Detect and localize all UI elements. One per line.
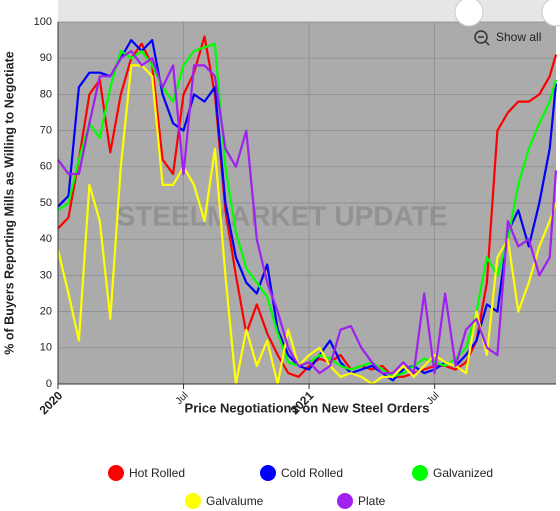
legend-swatch	[108, 465, 124, 481]
y-tick-label: 100	[34, 16, 52, 28]
legend-label: Cold Rolled	[281, 466, 343, 480]
legend-swatch	[337, 493, 353, 509]
series-line	[57, 49, 558, 375]
y-tick-label: 10	[40, 342, 52, 354]
legend-swatch	[412, 465, 428, 481]
legend-label: Galvalume	[206, 494, 264, 508]
zoom-icon	[474, 30, 488, 44]
y-tick-label: 70	[40, 125, 52, 137]
y-tick-label: 40	[40, 233, 52, 245]
y-tick-label: 50	[40, 197, 52, 209]
watermark: STEELMARKET UPDATE	[117, 200, 448, 231]
lines	[56, 35, 558, 386]
y-axis-title: % of Buyers Reporting Mills as Willing t…	[2, 51, 16, 354]
zoom-button-label: Show all	[496, 30, 541, 44]
x-tick-label: 2020	[37, 388, 66, 417]
legend-label: Hot Rolled	[129, 466, 185, 480]
navigator-band	[58, 0, 556, 22]
range-handle[interactable]	[454, 0, 484, 27]
legend-swatch	[185, 493, 201, 509]
y-tick-label: 60	[40, 161, 52, 173]
zoom-button[interactable]: Show all	[474, 30, 541, 46]
y-tick-label: 30	[40, 269, 52, 281]
zoom-icon	[484, 40, 490, 46]
range-handle[interactable]	[541, 0, 560, 27]
legend: Hot Rolled Cold Rolled Galvanized Galvalume…	[108, 465, 493, 509]
legend-label: Galvanized	[433, 466, 493, 480]
x-axis-title: Price Negotiations on New Steel Orders	[185, 400, 430, 415]
y-tick-label: 0	[46, 378, 52, 390]
legend-label: Plate	[358, 494, 386, 508]
y-tick-label: 90	[40, 52, 52, 64]
legend-swatch	[260, 465, 276, 481]
y-tick-label: 80	[40, 88, 52, 100]
y-tick-label: 20	[40, 306, 52, 318]
